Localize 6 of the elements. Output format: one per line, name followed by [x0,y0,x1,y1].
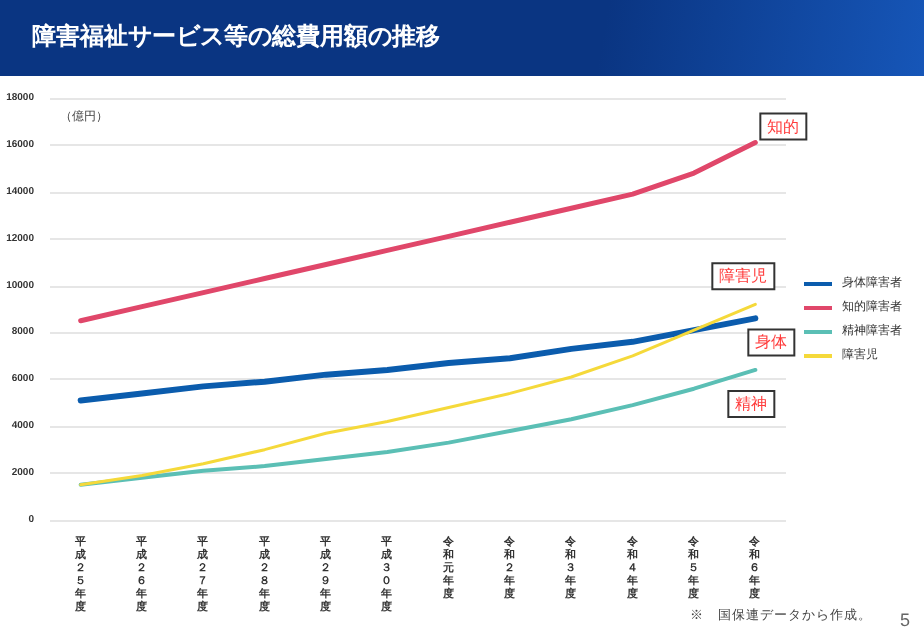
annotation: 身体 [755,333,788,352]
annotation: 知的 [767,117,800,136]
chart-title: 障害福祉サービス等の総費用額の推移 [32,20,440,54]
annotation: 精神 [735,394,768,413]
annotation: 障害児 [719,267,768,286]
text: 5 [899,610,910,630]
